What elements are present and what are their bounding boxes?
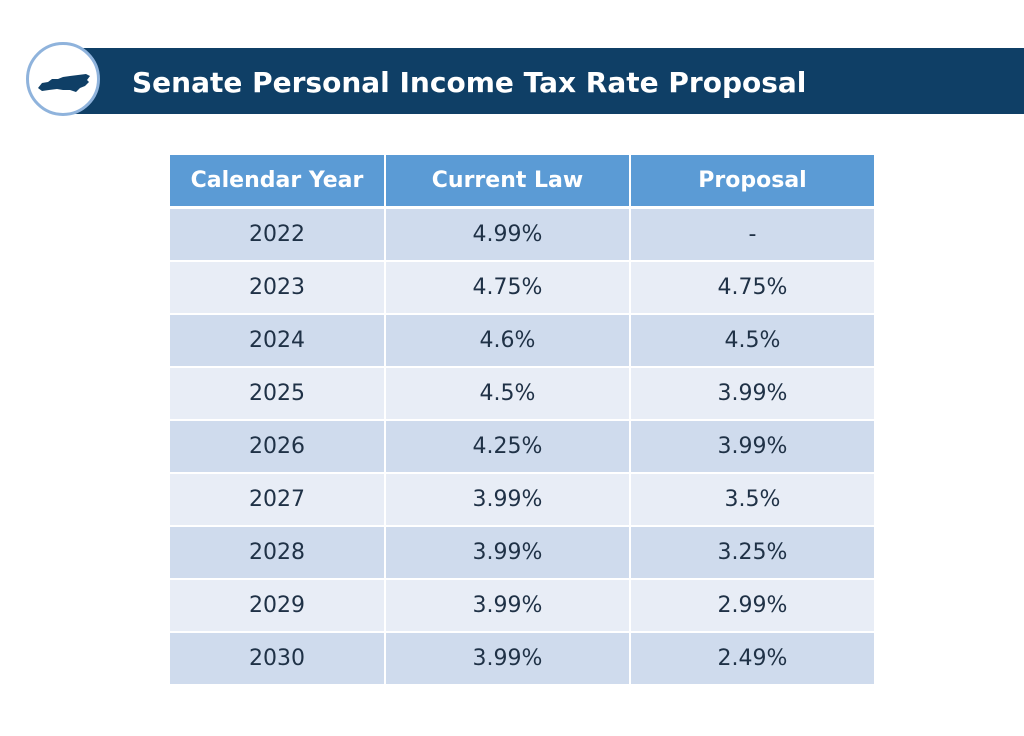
tax-rate-table-container: Calendar Year Current Law Proposal 2022 … bbox=[170, 155, 874, 686]
table-row: 2023 4.75% 4.75% bbox=[170, 261, 874, 315]
current-law-cell: 4.6% bbox=[385, 314, 631, 368]
year-cell: 2024 bbox=[170, 314, 386, 368]
proposal-cell: 2.49% bbox=[630, 632, 874, 686]
column-header-current-law: Current Law bbox=[385, 155, 631, 209]
year-cell: 2023 bbox=[170, 261, 386, 315]
current-law-cell: 4.99% bbox=[385, 207, 631, 262]
north-carolina-state-icon bbox=[38, 74, 90, 92]
proposal-cell: 4.75% bbox=[630, 261, 874, 315]
title-bar bbox=[62, 48, 1024, 114]
year-cell: 2025 bbox=[170, 367, 386, 421]
year-cell: 2026 bbox=[170, 420, 386, 474]
table-row: 2025 4.5% 3.99% bbox=[170, 367, 874, 421]
proposal-cell: 3.5% bbox=[630, 473, 874, 527]
column-header-calendar-year: Calendar Year bbox=[170, 155, 386, 209]
proposal-cell: 3.99% bbox=[630, 367, 874, 421]
table-row: 2027 3.99% 3.5% bbox=[170, 473, 874, 527]
proposal-cell: 4.5% bbox=[630, 314, 874, 368]
year-cell: 2030 bbox=[170, 632, 386, 686]
tax-rate-table: Calendar Year Current Law Proposal 2022 … bbox=[170, 155, 874, 686]
current-law-cell: 3.99% bbox=[385, 632, 631, 686]
proposal-cell: - bbox=[630, 207, 874, 262]
table-row: 2029 3.99% 2.99% bbox=[170, 579, 874, 633]
current-law-cell: 4.75% bbox=[385, 261, 631, 315]
proposal-cell: 2.99% bbox=[630, 579, 874, 633]
current-law-cell: 4.25% bbox=[385, 420, 631, 474]
table-row: 2026 4.25% 3.99% bbox=[170, 420, 874, 474]
logo-badge bbox=[26, 42, 100, 116]
year-cell: 2022 bbox=[170, 207, 386, 262]
table-row: 2030 3.99% 2.49% bbox=[170, 632, 874, 686]
current-law-cell: 3.99% bbox=[385, 579, 631, 633]
year-cell: 2029 bbox=[170, 579, 386, 633]
table-header-row: Calendar Year Current Law Proposal bbox=[170, 155, 874, 209]
year-cell: 2028 bbox=[170, 526, 386, 580]
table-row: 2022 4.99% - bbox=[170, 207, 874, 262]
column-header-proposal: Proposal bbox=[630, 155, 874, 209]
current-law-cell: 3.99% bbox=[385, 473, 631, 527]
table-row: 2024 4.6% 4.5% bbox=[170, 314, 874, 368]
table-row: 2028 3.99% 3.25% bbox=[170, 526, 874, 580]
page-title: Senate Personal Income Tax Rate Proposal bbox=[132, 66, 807, 99]
current-law-cell: 4.5% bbox=[385, 367, 631, 421]
current-law-cell: 3.99% bbox=[385, 526, 631, 580]
year-cell: 2027 bbox=[170, 473, 386, 527]
proposal-cell: 3.99% bbox=[630, 420, 874, 474]
proposal-cell: 3.25% bbox=[630, 526, 874, 580]
